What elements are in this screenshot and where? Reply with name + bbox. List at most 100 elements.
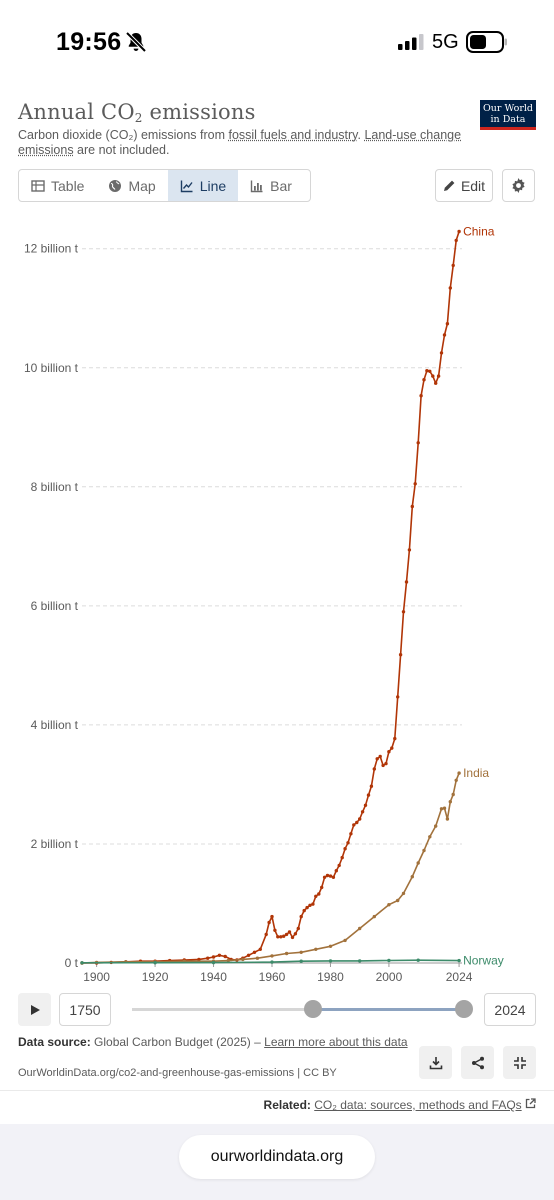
status-bar: 19:56 5G bbox=[0, 0, 554, 82]
data-point-india bbox=[255, 956, 260, 960]
data-point-china bbox=[454, 238, 458, 243]
tab-line-label: Line bbox=[199, 177, 227, 194]
y-tick-label: 0 t bbox=[65, 956, 79, 970]
edit-button[interactable]: Edit bbox=[435, 169, 493, 202]
data-point-india bbox=[328, 944, 333, 948]
data-point-china bbox=[434, 381, 438, 385]
data-point-china bbox=[404, 580, 409, 584]
tab-line[interactable]: Line bbox=[167, 170, 239, 201]
source-url[interactable]: OurWorldinData.org/co2-and-greenhouse-ga… bbox=[18, 1067, 337, 1079]
subtitle-text-a: Carbon dioxide (CO₂) emissions from bbox=[18, 128, 229, 142]
data-point-india bbox=[314, 947, 318, 951]
land-use-link[interactable]: Land-use change emissions bbox=[18, 128, 462, 157]
end-year-handle[interactable] bbox=[455, 1000, 473, 1018]
muted-bell-icon bbox=[125, 31, 147, 53]
data-point-china bbox=[264, 932, 268, 937]
data-point-china bbox=[284, 932, 289, 937]
data-point-china bbox=[407, 548, 412, 552]
data-point-china bbox=[366, 793, 371, 797]
data-point-norway bbox=[299, 959, 303, 963]
download-icon bbox=[429, 1056, 442, 1069]
series-line-india bbox=[81, 772, 460, 964]
pencil-icon bbox=[443, 180, 455, 191]
view-tabs: Table Map Line Bar bbox=[18, 169, 311, 202]
data-point-china bbox=[293, 932, 298, 936]
x-tick-label: 1960 bbox=[259, 970, 286, 984]
data-point-china bbox=[322, 875, 327, 879]
fossil-fuels-link[interactable]: fossil fuels and industry bbox=[228, 128, 358, 142]
data-point-china bbox=[457, 229, 461, 234]
series-line-norway bbox=[81, 959, 460, 964]
data-point-china bbox=[273, 928, 277, 932]
data-point-india bbox=[401, 891, 406, 896]
data-point-china bbox=[308, 903, 312, 907]
tab-map-label: Map bbox=[128, 177, 156, 194]
tab-table[interactable]: Table bbox=[19, 170, 96, 201]
data-point-norway bbox=[416, 958, 420, 962]
download-button[interactable] bbox=[419, 1046, 452, 1079]
data-point-china bbox=[428, 369, 432, 373]
data-point-china bbox=[346, 841, 350, 845]
data-point-china bbox=[436, 374, 441, 378]
data-point-china bbox=[334, 869, 338, 873]
data-point-china bbox=[252, 950, 257, 954]
data-point-china bbox=[328, 874, 333, 878]
data-point-china bbox=[445, 322, 450, 326]
subtitle-text-b: . bbox=[357, 128, 365, 142]
data-point-china bbox=[206, 956, 210, 960]
data-point-china bbox=[413, 482, 417, 486]
network-type: 5G bbox=[432, 31, 459, 53]
learn-more-link[interactable]: Learn more about this data bbox=[264, 1035, 408, 1049]
footer-divider bbox=[0, 1090, 554, 1091]
owid-logo[interactable]: Our World in Data bbox=[480, 100, 536, 130]
related-link[interactable]: CO₂ data: sources, methods and FAQs bbox=[314, 1098, 522, 1112]
exit-fullscreen-button[interactable] bbox=[503, 1046, 536, 1079]
data-point-india bbox=[372, 914, 376, 919]
data-point-china bbox=[387, 750, 391, 754]
related-label: Related: bbox=[263, 1098, 311, 1112]
data-point-china bbox=[369, 784, 374, 788]
tab-map[interactable]: Map bbox=[96, 170, 167, 201]
settings-button[interactable] bbox=[502, 169, 535, 202]
y-tick-label: 8 billion t bbox=[31, 480, 79, 494]
share-button[interactable] bbox=[461, 1046, 494, 1079]
logo-line-1: Our World bbox=[483, 103, 533, 114]
y-tick-label: 4 billion t bbox=[31, 718, 79, 732]
x-tick-label: 1900 bbox=[83, 970, 110, 984]
external-link-icon bbox=[525, 1098, 536, 1109]
play-button[interactable] bbox=[18, 993, 51, 1026]
data-point-china bbox=[363, 803, 368, 807]
data-point-china bbox=[311, 902, 315, 906]
data-point-china bbox=[320, 885, 324, 890]
data-point-china bbox=[314, 894, 318, 898]
data-point-china bbox=[360, 810, 365, 814]
bar-chart-icon bbox=[250, 180, 263, 192]
share-icon bbox=[471, 1056, 484, 1069]
end-year-box[interactable]: 2024 bbox=[484, 993, 536, 1026]
data-point-india bbox=[299, 950, 303, 954]
data-point-india bbox=[416, 861, 420, 865]
data-point-china bbox=[390, 746, 394, 750]
source-label: Data source: bbox=[18, 1035, 91, 1049]
data-point-china bbox=[419, 394, 423, 398]
browser-url-bar[interactable]: ourworldindata.org bbox=[179, 1135, 375, 1179]
data-point-china bbox=[431, 374, 435, 378]
tab-table-label: Table bbox=[51, 177, 85, 194]
data-point-india bbox=[284, 951, 289, 956]
data-point-china bbox=[299, 914, 303, 919]
source-text: Global Carbon Budget (2025) – bbox=[90, 1035, 265, 1049]
subtitle-text-c: are not included. bbox=[73, 143, 170, 157]
x-tick-label: 1980 bbox=[317, 970, 344, 984]
data-point-china bbox=[331, 875, 336, 879]
data-point-china bbox=[282, 934, 286, 938]
start-year-box[interactable]: 1750 bbox=[59, 993, 111, 1026]
tab-bar[interactable]: Bar bbox=[238, 170, 304, 201]
data-point-india bbox=[439, 807, 444, 811]
data-point-china bbox=[384, 761, 388, 766]
data-point-china bbox=[425, 369, 429, 373]
start-year-handle[interactable] bbox=[304, 1000, 322, 1018]
data-point-china bbox=[358, 817, 362, 821]
timeline-track[interactable] bbox=[132, 1008, 466, 1011]
logo-line-2: in Data bbox=[490, 114, 526, 125]
data-point-norway bbox=[387, 958, 391, 963]
